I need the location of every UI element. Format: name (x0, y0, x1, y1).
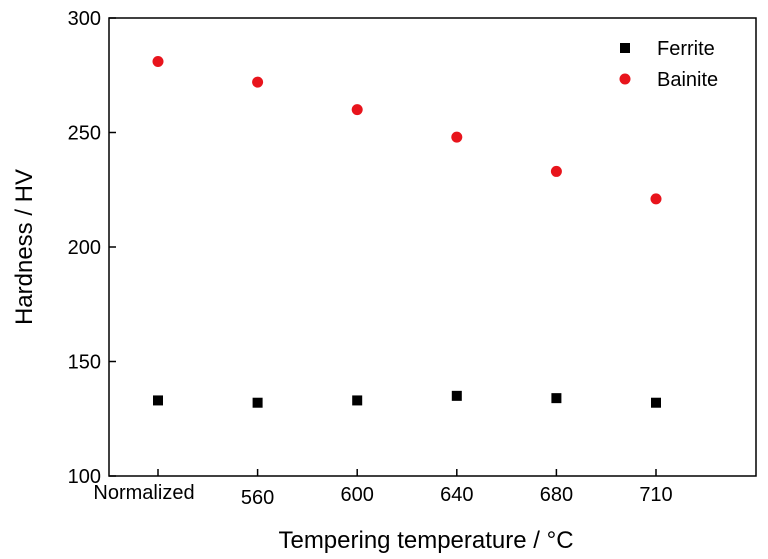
ferrite-point (252, 397, 263, 408)
data-points (152, 56, 662, 408)
x-tick-label: 680 (540, 484, 573, 506)
x-tick-label: 560 (241, 487, 274, 509)
bainite-point (451, 131, 463, 143)
ferrite-point (551, 393, 562, 404)
y-tick-label: 100 (68, 466, 101, 488)
bainite-point (252, 76, 264, 88)
y-tick-label: 200 (68, 237, 101, 259)
x-tick-label: 640 (440, 484, 473, 506)
y-axis-title: Hardness / HV (11, 169, 38, 325)
bainite-point (650, 193, 662, 205)
x-tick-label: Normalized (93, 482, 194, 504)
bainite-point (351, 104, 363, 116)
legend-ferrite-marker (620, 43, 630, 53)
x-tick-label: 600 (341, 484, 374, 506)
x-axis-title: Tempering temperature / °C (278, 527, 573, 554)
legend-bainite-marker (619, 73, 631, 85)
legend-label: Ferrite (657, 38, 715, 60)
y-axis-ticks: 100 150 200 250 300 (68, 8, 116, 488)
legend: Ferrite Bainite (619, 38, 718, 91)
x-axis-ticks: Normalized 560 600 640 680 710 (93, 469, 673, 509)
legend-label: Bainite (657, 69, 718, 91)
ferrite-point (451, 390, 462, 401)
bainite-point (152, 56, 164, 68)
y-tick-label: 300 (68, 8, 101, 30)
y-tick-label: 150 (68, 352, 101, 374)
ferrite-point (651, 397, 661, 408)
ferrite-point (352, 395, 363, 406)
x-tick-label: 710 (639, 484, 672, 506)
bainite-point (550, 165, 562, 177)
ferrite-point (153, 395, 163, 406)
y-tick-label: 250 (68, 123, 101, 145)
